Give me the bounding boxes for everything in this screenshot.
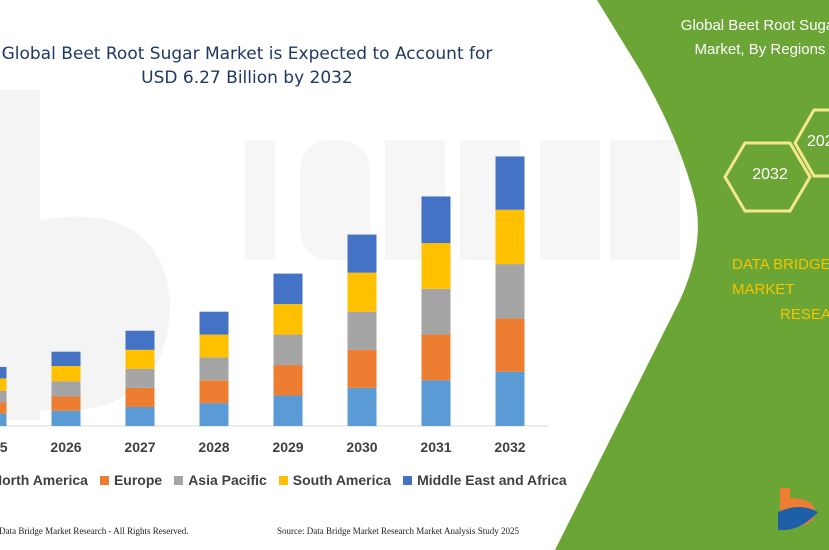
chart-title: Global Beet Root Sugar Market is Expecte… (1, 44, 493, 88)
bar-2027-series-3 (125, 349, 155, 369)
bar-2025-series-4 (0, 366, 7, 379)
panel-brand-text: DATA BRIDGE MARKET RESEARCH (732, 252, 829, 327)
legend-swatch (174, 475, 184, 485)
legend-item: Europe (99, 472, 163, 488)
legend-swatch (403, 475, 413, 485)
bar-2026-series-0 (51, 410, 81, 426)
bar-2032-series-1 (495, 318, 525, 372)
bar-2030-series-1 (347, 349, 377, 388)
bar-2027-series-0 (125, 406, 155, 426)
bar-2027-series-1 (125, 387, 155, 407)
bar-2028-series-3 (199, 334, 229, 358)
x-tick-label: 2028 (198, 439, 229, 455)
bar-2026-series-1 (51, 396, 81, 411)
bar-2028-series-1 (199, 380, 229, 404)
legend-item: Asia Pacific (174, 472, 267, 488)
stacked-bar-chart: 2025 2026 2027 2028 2029 2030 2031 2032 (0, 156, 548, 455)
legend-swatch (99, 475, 109, 485)
bar-2028-series-4 (199, 311, 229, 335)
hex-year-label-2032: 2032 (752, 166, 788, 183)
legend-label: North America (0, 472, 88, 488)
footer-copyright: © Data Bridge Market Research - All Righ… (0, 526, 189, 536)
legend-label: Asia Pacific (188, 472, 267, 488)
bar-2028-series-2 (199, 357, 229, 381)
bar-2029-series-0 (273, 395, 303, 426)
brand-line-1: DATA BRIDGE MARKET (732, 256, 829, 298)
brand-line-2: RESEARCH (780, 306, 829, 323)
legend-item: Middle East and Africa (403, 472, 567, 488)
bar-2031-series-4 (421, 196, 451, 244)
chart-legend: North America Europe Asia Pacific South Ame… (0, 470, 579, 490)
bar-2030-series-0 (347, 387, 377, 426)
legend-item: South America (278, 472, 392, 488)
bar-2025-series-2 (0, 390, 7, 403)
bar-2026-series-2 (51, 381, 81, 397)
bar-2031-series-2 (421, 288, 451, 335)
bar-2028-series-0 (199, 403, 229, 426)
x-tick-label: 2031 (420, 439, 451, 455)
bar-2025-series-3 (0, 378, 7, 391)
bar-2025-series-0 (0, 413, 7, 426)
x-tick-label: 2027 (124, 439, 155, 455)
bar-2031-series-1 (421, 334, 451, 381)
bar-2032-series-3 (495, 209, 525, 265)
footer-source: Source: Data Bridge Market Research Mark… (277, 526, 519, 536)
bar-2030-series-4 (347, 234, 377, 273)
bar-2030-series-2 (347, 311, 377, 350)
x-tick-label: 2032 (494, 439, 525, 455)
bar-2032-series-4 (495, 156, 525, 210)
legend-item: North America (0, 472, 88, 488)
bar-2025-series-1 (0, 402, 7, 414)
bar-2030-series-3 (347, 272, 377, 312)
hex-year-label-2025: 2025 (807, 133, 829, 150)
bar-2031-series-3 (421, 243, 451, 289)
bar-2027-series-2 (125, 368, 155, 388)
bar-2032-series-2 (495, 264, 525, 319)
bar-2026-series-3 (51, 365, 81, 382)
x-tick-label: 2029 (272, 439, 303, 455)
legend-label: South America (292, 472, 392, 488)
x-tick-label: 2030 (346, 439, 377, 455)
legend-label: Middle East and Africa (417, 472, 567, 488)
legend-label: Europe (113, 472, 163, 488)
bar-2029-series-2 (273, 334, 303, 366)
bar-2027-series-4 (125, 330, 155, 350)
bar-2029-series-4 (273, 273, 303, 305)
x-tick-label: 2026 (50, 439, 81, 455)
bar-2031-series-0 (421, 380, 451, 426)
bar-2026-series-4 (51, 351, 81, 366)
x-tick-label: 2025 (0, 439, 8, 455)
bar-2029-series-1 (273, 365, 303, 396)
bar-2032-series-0 (495, 371, 525, 426)
legend-swatch (278, 475, 288, 485)
bar-2029-series-3 (273, 304, 303, 335)
panel-title: Global Beet Root Sugar Market, By Region… (680, 17, 829, 58)
